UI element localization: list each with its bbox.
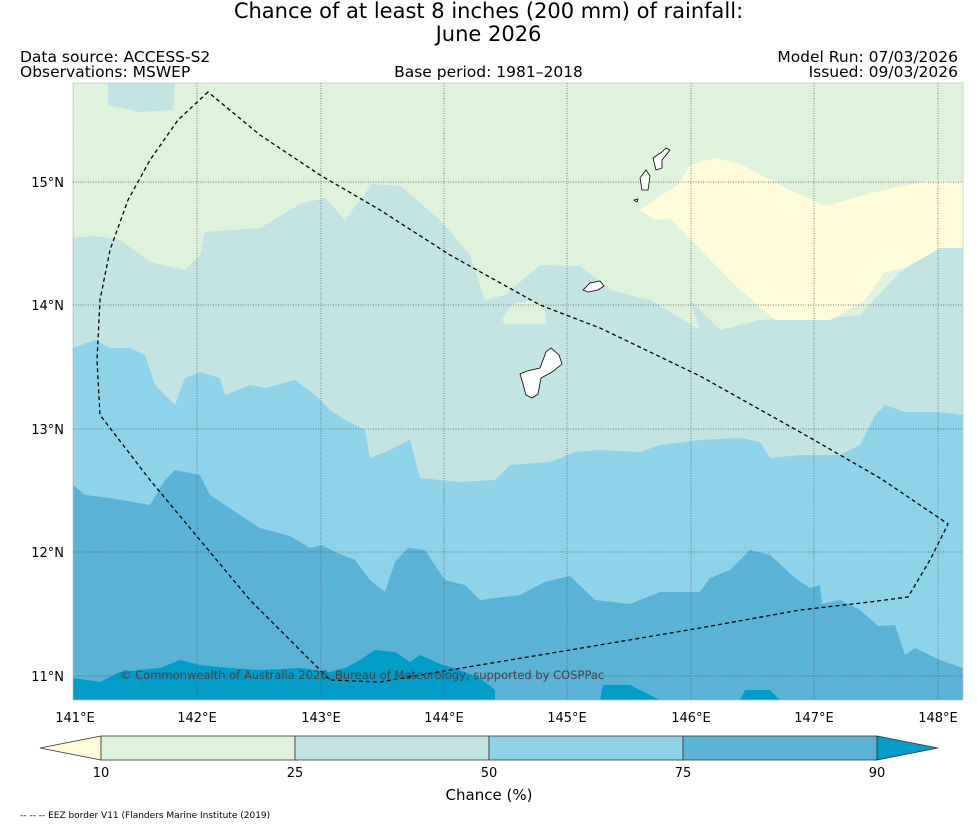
colorbar-seg-50-75 bbox=[488, 735, 684, 761]
island-outlines bbox=[519, 147, 671, 399]
x-tick-label: 147°E bbox=[794, 711, 834, 726]
colorbar-tick-label: 25 bbox=[287, 766, 304, 781]
island-guam bbox=[519, 347, 563, 399]
island-saipan bbox=[652, 147, 671, 171]
band-over-90-patch-2 bbox=[740, 690, 780, 700]
colorbar-ticks: 10 25 50 75 90 bbox=[93, 766, 886, 781]
eez-footnote: -- -- -- EEZ border V11 (Flanders Marine… bbox=[20, 811, 271, 821]
y-tick-label: 14°N bbox=[31, 299, 64, 314]
island-tinian bbox=[639, 169, 651, 191]
colorbar-seg-over-90 bbox=[876, 735, 939, 761]
band-over-90-patch-1 bbox=[600, 685, 660, 700]
colorbar-seg-under-10 bbox=[39, 735, 102, 761]
band-over-90 bbox=[73, 650, 495, 700]
observations-label: Observations: MSWEP bbox=[20, 63, 191, 81]
x-tick-label: 145°E bbox=[547, 711, 587, 726]
colorbar-seg-25-50 bbox=[294, 735, 490, 761]
band-10-25 bbox=[73, 83, 963, 700]
y-axis-labels: 15°N 14°N 13°N 12°N 11°N bbox=[31, 176, 64, 685]
x-tick-label: 141°E bbox=[55, 711, 95, 726]
colorbar-tick-label: 75 bbox=[675, 766, 692, 781]
colorbar-tick-label: 90 bbox=[869, 766, 886, 781]
x-axis-labels: 141°E 142°E 143°E 144°E 145°E 146°E 147°… bbox=[55, 711, 958, 726]
island-rota bbox=[582, 280, 605, 293]
base-period-label: Base period: 1981–2018 bbox=[394, 63, 583, 81]
colorbar-seg-10-25 bbox=[100, 735, 296, 761]
map-gridlines bbox=[73, 83, 963, 700]
y-tick-label: 11°N bbox=[31, 670, 64, 685]
chart-title-line1: Chance of at least 8 inches (200 mm) of … bbox=[233, 0, 744, 23]
x-tick-label: 143°E bbox=[301, 711, 341, 726]
band-50-75 bbox=[73, 340, 963, 700]
probability-map: © Commonwealth of Australia 2026, Bureau… bbox=[73, 83, 963, 700]
copyright-text: © Commonwealth of Australia 2026, Bureau… bbox=[120, 668, 604, 682]
chart-title-line2: June 2026 bbox=[435, 22, 542, 46]
colorbar-tick-label: 10 bbox=[93, 766, 110, 781]
y-tick-label: 12°N bbox=[31, 546, 64, 561]
island-aguijan bbox=[633, 198, 639, 203]
map-frame bbox=[72, 82, 964, 701]
x-tick-label: 148°E bbox=[918, 711, 958, 726]
colorbar bbox=[39, 735, 939, 761]
colorbar-tick-label: 50 bbox=[481, 766, 498, 781]
x-tick-label: 146°E bbox=[671, 711, 711, 726]
colorbar-label: Chance (%) bbox=[446, 786, 533, 804]
band-10-25-patch bbox=[502, 300, 547, 324]
model-run-label: Model Run: 07/03/2026 bbox=[777, 48, 958, 66]
band-25-50-patch bbox=[108, 83, 175, 112]
band-75-90 bbox=[73, 470, 963, 700]
y-tick-label: 15°N bbox=[31, 176, 64, 191]
data-source-label: Data source: ACCESS-S2 bbox=[20, 48, 211, 66]
x-tick-label: 142°E bbox=[177, 711, 217, 726]
issued-label: Issued: 09/03/2026 bbox=[808, 63, 958, 81]
y-tick-label: 13°N bbox=[31, 423, 64, 438]
band-under-10 bbox=[640, 158, 963, 320]
eez-border bbox=[96, 91, 949, 683]
x-tick-label: 144°E bbox=[424, 711, 464, 726]
band-25-50 bbox=[73, 184, 963, 700]
colorbar-seg-75-90 bbox=[682, 735, 878, 761]
